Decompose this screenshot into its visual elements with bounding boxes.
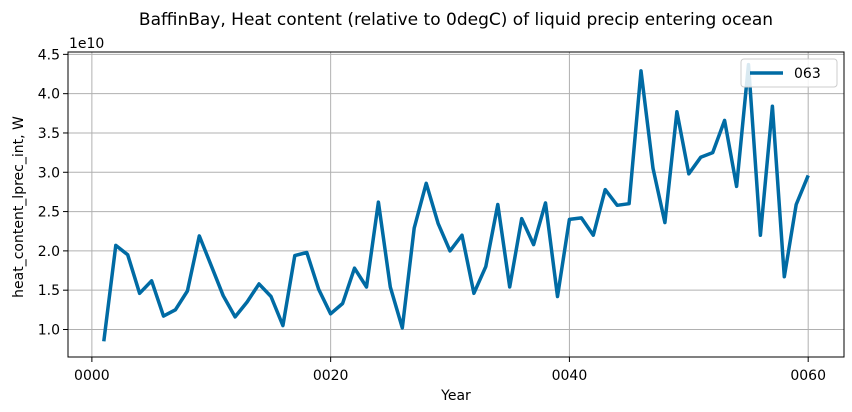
y-tick-label: 2.0	[38, 244, 60, 260]
y-tick-label: 1.0	[38, 322, 60, 338]
legend: 063	[740, 58, 838, 88]
x-axis-ticks: 0000 0020 0040 0060	[74, 357, 826, 384]
series-line-063	[102, 62, 810, 342]
y-tick-label: 3.5	[38, 126, 60, 142]
x-axis-label: Year	[440, 388, 471, 404]
x-tick-label: 0060	[790, 368, 826, 384]
y-tick-label: 3.0	[38, 165, 60, 181]
y-axis-ticks: 1.0 1.5 2.0 2.5 3.0 3.5 4.0 4.5	[38, 47, 68, 338]
plot-series	[102, 62, 810, 342]
legend-box	[740, 58, 838, 88]
y-axis-label: heat_content_lprec_int, W	[11, 116, 27, 298]
y-axis-offset-text: 1e10	[69, 36, 104, 52]
y-tick-label: 2.5	[38, 205, 60, 221]
y-tick-label: 4.0	[38, 87, 60, 103]
x-tick-label: 0000	[74, 368, 110, 384]
grid-lines	[68, 52, 844, 357]
y-tick-label: 4.5	[38, 47, 60, 63]
legend-entry-063: 063	[794, 66, 821, 82]
plot-frame	[67, 51, 845, 358]
chart-title: BaffinBay, Heat content (relative to 0de…	[139, 10, 773, 30]
x-tick-label: 0020	[313, 368, 349, 384]
y-tick-label: 1.5	[38, 283, 60, 299]
x-tick-label: 0040	[552, 368, 588, 384]
